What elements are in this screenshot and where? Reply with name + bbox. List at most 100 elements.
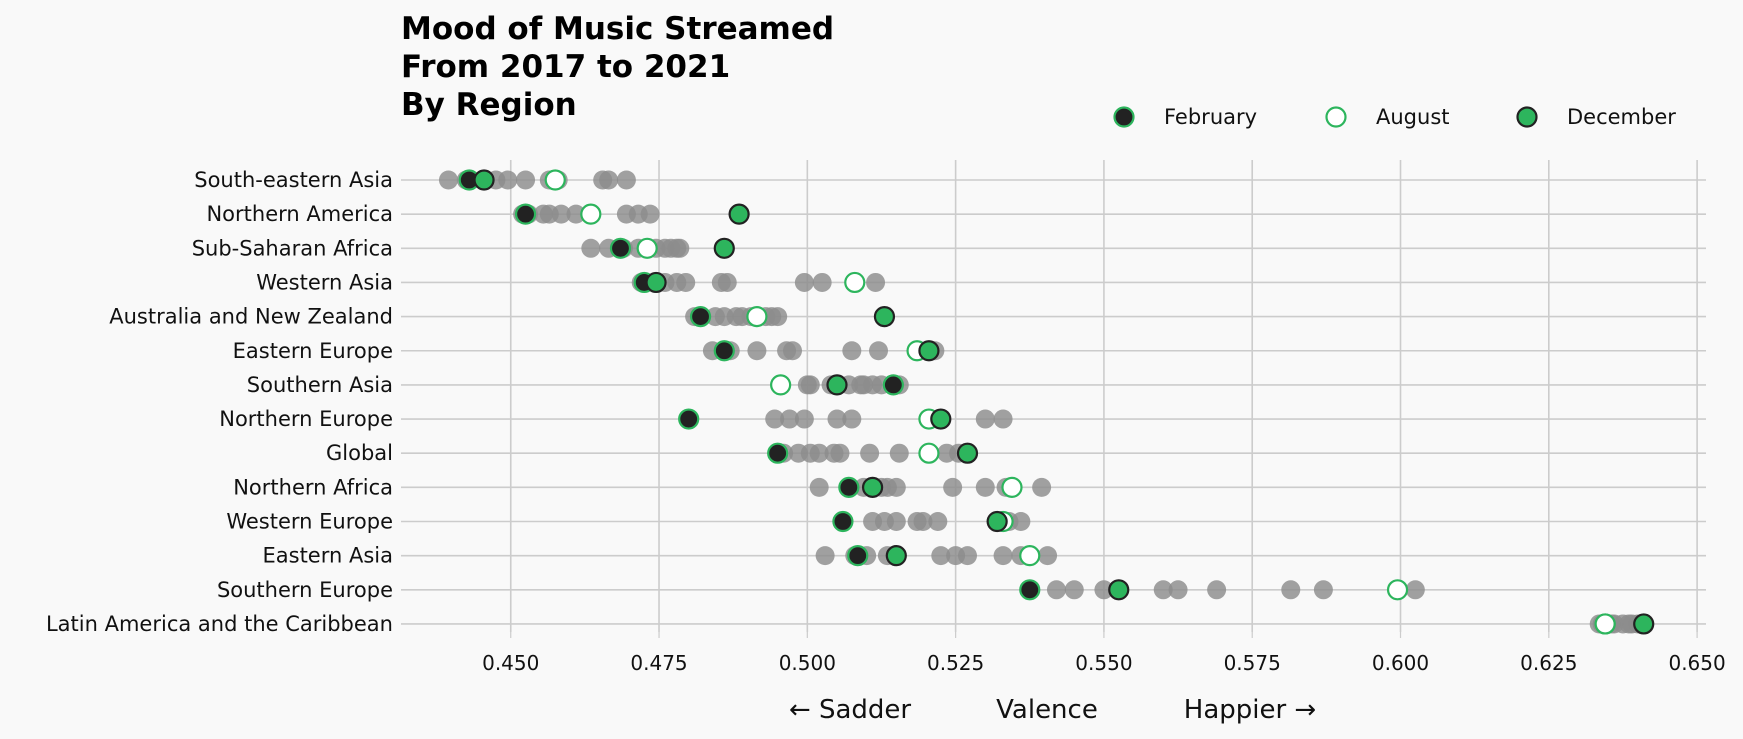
region-label: Southern Europe bbox=[217, 578, 393, 602]
other-month-point bbox=[1153, 580, 1173, 600]
february-point bbox=[1019, 579, 1041, 601]
region-label: Latin America and the Caribbean bbox=[46, 612, 393, 636]
august-point bbox=[1386, 579, 1409, 601]
other-month-point bbox=[783, 341, 802, 361]
x-tick-label: 0.550 bbox=[1075, 651, 1132, 675]
february-point bbox=[847, 545, 869, 567]
other-month-point bbox=[498, 170, 518, 190]
legend-february-label: February bbox=[1164, 105, 1257, 129]
august-point bbox=[918, 442, 940, 464]
other-month-point bbox=[993, 409, 1013, 429]
other-month-point bbox=[957, 546, 977, 566]
region-labels: South-eastern Asia Northern America Sub-Sa… bbox=[46, 168, 393, 636]
other-month-point bbox=[809, 443, 829, 463]
other-month-point bbox=[886, 477, 906, 497]
december-point bbox=[713, 237, 735, 259]
february-point bbox=[832, 510, 854, 533]
x-tick-label: 0.600 bbox=[1372, 651, 1429, 675]
other-month-point bbox=[670, 238, 690, 258]
other-month-point bbox=[886, 512, 906, 531]
other-month-point bbox=[812, 272, 832, 292]
other-month-point bbox=[780, 409, 800, 429]
legend-february-marker bbox=[1113, 106, 1135, 128]
february-point bbox=[713, 340, 735, 362]
other-month-point bbox=[889, 443, 909, 463]
other-month-point bbox=[438, 170, 458, 190]
region-label: South-eastern Asia bbox=[194, 168, 393, 192]
august-point bbox=[1019, 545, 1041, 567]
august-point bbox=[636, 237, 658, 259]
february-point bbox=[767, 442, 789, 464]
region-label: Australia and New Zealand bbox=[109, 305, 393, 329]
december-point bbox=[728, 203, 750, 225]
other-month-point bbox=[815, 546, 835, 566]
x-tick-label: 0.625 bbox=[1520, 651, 1577, 675]
legend-december-marker bbox=[1516, 106, 1538, 128]
august-point bbox=[580, 203, 602, 225]
other-month-point bbox=[765, 409, 785, 429]
legend-august-label: August bbox=[1376, 105, 1450, 129]
other-month-point bbox=[993, 546, 1013, 566]
region-label: Sub-Saharan Africa bbox=[192, 236, 393, 260]
august-point bbox=[1594, 613, 1616, 635]
august-point bbox=[770, 374, 792, 396]
other-month-point bbox=[747, 341, 767, 361]
other-month-point bbox=[943, 477, 963, 497]
other-month-point bbox=[809, 477, 829, 497]
x-tick-label: 0.650 bbox=[1668, 651, 1725, 675]
other-month-point bbox=[581, 238, 601, 258]
legend: February August December bbox=[1113, 105, 1676, 129]
other-month-point bbox=[1281, 580, 1301, 600]
august-point bbox=[1001, 476, 1023, 498]
december-point bbox=[1633, 613, 1655, 635]
other-month-point bbox=[1011, 512, 1031, 531]
region-label: Western Europe bbox=[226, 510, 393, 534]
other-month-point bbox=[866, 272, 886, 292]
other-month-point bbox=[975, 409, 995, 429]
february-point bbox=[838, 476, 860, 498]
x-axis-label-left: ← Sadder bbox=[789, 695, 911, 725]
other-month-point bbox=[640, 204, 660, 224]
other-month-point bbox=[842, 409, 862, 429]
other-month-point bbox=[869, 341, 889, 361]
december-point bbox=[645, 271, 667, 294]
other-month-point bbox=[1064, 580, 1084, 600]
other-month-point bbox=[1168, 580, 1188, 600]
other-month-point bbox=[794, 409, 814, 429]
x-tick-label: 0.525 bbox=[927, 651, 984, 675]
other-month-point bbox=[794, 272, 814, 292]
x-tick-label: 0.475 bbox=[630, 651, 687, 675]
region-label: Eastern Europe bbox=[233, 339, 393, 363]
other-month-point bbox=[928, 512, 948, 531]
other-month-point bbox=[1207, 580, 1227, 600]
other-month-point bbox=[830, 443, 850, 463]
december-point bbox=[986, 510, 1008, 533]
x-tick-label: 0.450 bbox=[482, 651, 539, 675]
february-point bbox=[514, 203, 537, 225]
x-axis-label-right: Happier → bbox=[1184, 695, 1316, 725]
x-axis-label: ← Sadder Valence Happier → bbox=[789, 695, 1316, 725]
other-month-point bbox=[516, 170, 536, 190]
december-point bbox=[930, 408, 952, 430]
february-point bbox=[689, 306, 712, 328]
x-tick-label: 0.500 bbox=[779, 651, 836, 675]
december-point bbox=[473, 169, 495, 191]
region-label: Northern America bbox=[206, 202, 393, 226]
other-month-point bbox=[599, 170, 619, 190]
other-month-point bbox=[842, 341, 862, 361]
region-label: Northern Europe bbox=[219, 407, 393, 431]
region-label: Southern Asia bbox=[247, 373, 393, 397]
other-month-point bbox=[827, 409, 847, 429]
other-month-point bbox=[860, 443, 880, 463]
other-month-point bbox=[717, 272, 737, 292]
december-point bbox=[1108, 579, 1130, 601]
august-point bbox=[544, 169, 566, 191]
chart-title: Mood of Music Streamed From 2017 to 2021… bbox=[401, 11, 835, 123]
other-month-point bbox=[566, 204, 586, 224]
other-month-point bbox=[616, 170, 636, 190]
legend-december-label: December bbox=[1567, 105, 1676, 129]
february-point bbox=[678, 408, 700, 430]
x-tick-label: 0.575 bbox=[1224, 651, 1281, 675]
december-point bbox=[918, 340, 940, 362]
other-month-point bbox=[1094, 580, 1114, 600]
